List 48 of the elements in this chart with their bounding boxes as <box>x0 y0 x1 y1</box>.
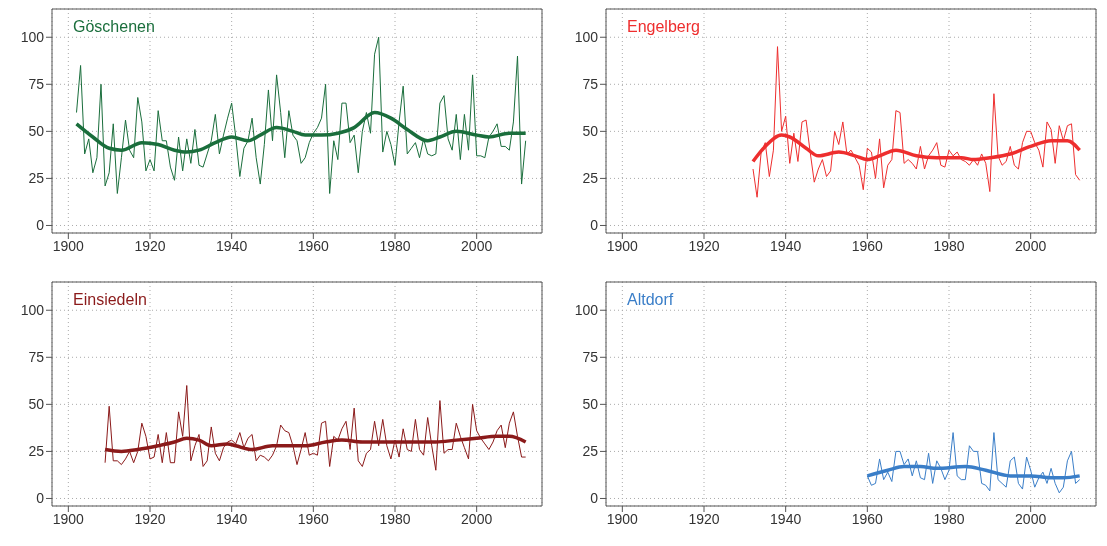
y-tick-label: 0 <box>36 217 45 234</box>
x-tick-label: 1940 <box>770 237 802 254</box>
text: Göschenen <box>73 18 155 36</box>
y-tick-label: 50 <box>582 396 599 413</box>
x-tick-label: 1940 <box>216 237 248 254</box>
y-tick-label: 100 <box>574 29 599 46</box>
x-tick-label: 2000 <box>1015 237 1047 254</box>
x-tick-label: 1960 <box>297 510 330 527</box>
x-tick-label: 1940 <box>770 510 802 527</box>
x-tick-label: 1960 <box>851 510 884 527</box>
x-tick-label: 1920 <box>134 510 166 527</box>
y-tick-label: 75 <box>582 76 599 93</box>
y-tick-label: 50 <box>28 123 45 140</box>
y-tick-label: 0 <box>36 490 45 507</box>
y-tick-label: 100 <box>20 29 45 46</box>
x-tick-label: 1900 <box>606 237 639 254</box>
x-tick-label: 2000 <box>461 237 493 254</box>
x-tick-label: 1900 <box>52 510 85 527</box>
x-tick-label: 1960 <box>297 237 330 254</box>
y-tick-label: 75 <box>28 349 45 366</box>
x-tick-label: 1980 <box>379 510 411 527</box>
text: Einsiedeln <box>73 291 147 309</box>
x-tick-label: 1920 <box>688 237 720 254</box>
x-tick-label: 1900 <box>606 510 639 527</box>
x-tick-label: 2000 <box>1015 510 1047 527</box>
y-tick-label: 25 <box>28 443 45 460</box>
x-tick-label: 1900 <box>52 237 85 254</box>
y-tick-label: 100 <box>574 302 599 319</box>
text: Engelberg <box>627 18 700 36</box>
x-tick-label: 1920 <box>688 510 720 527</box>
x-tick-label: 1920 <box>134 237 166 254</box>
y-tick-label: 75 <box>582 349 599 366</box>
y-tick-label: 25 <box>28 170 45 187</box>
x-tick-label: 1940 <box>216 510 248 527</box>
x-tick-label: 1980 <box>933 510 965 527</box>
text: Altdorf <box>627 291 674 309</box>
x-tick-label: 1980 <box>379 237 411 254</box>
y-tick-label: 50 <box>582 123 599 140</box>
y-tick-label: 25 <box>582 170 599 187</box>
y-tick-label: 0 <box>590 490 599 507</box>
y-tick-label: 0 <box>590 217 599 234</box>
y-tick-label: 75 <box>28 76 45 93</box>
x-tick-label: 1980 <box>933 237 965 254</box>
y-tick-label: 50 <box>28 396 45 413</box>
x-tick-label: 1960 <box>851 237 884 254</box>
y-tick-label: 100 <box>20 302 45 319</box>
x-tick-label: 2000 <box>461 510 493 527</box>
y-tick-label: 25 <box>582 443 599 460</box>
